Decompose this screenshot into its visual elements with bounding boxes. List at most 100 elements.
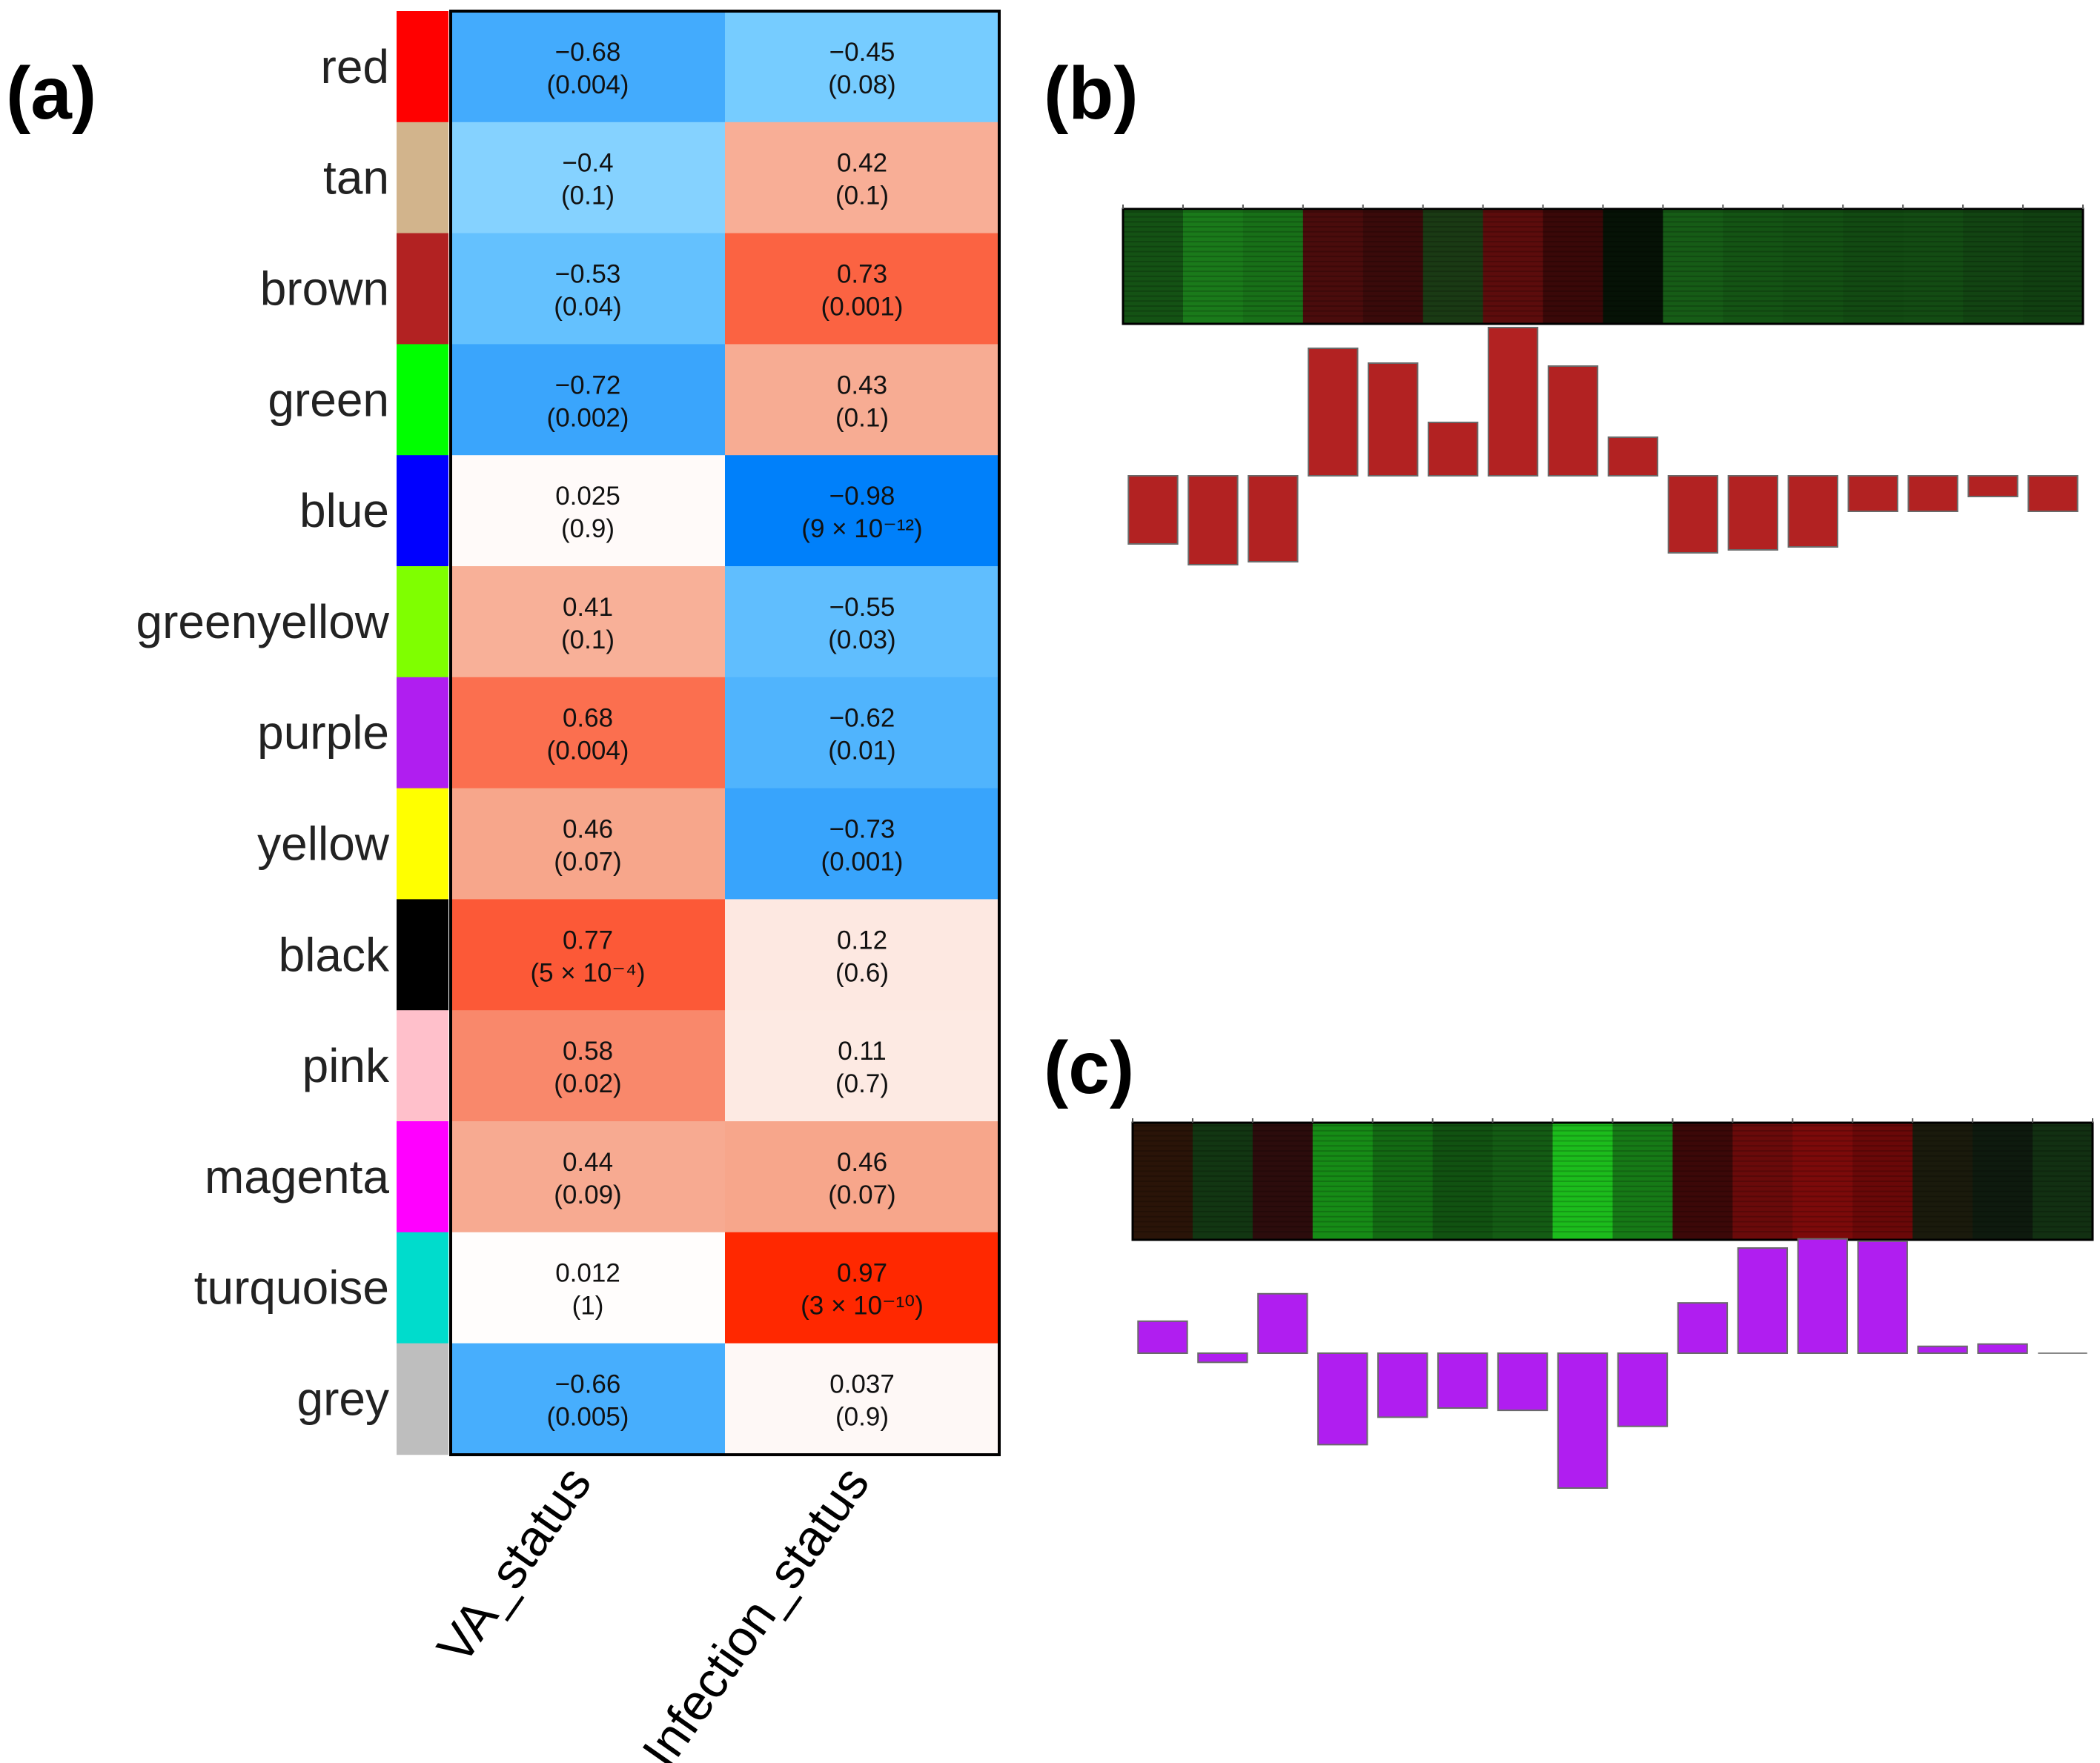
module-swatch-black [397,899,448,1011]
heatmap-sample-column [1963,209,2024,324]
cell-pvalue: (0.005) [547,1403,629,1432]
cell-pvalue: (0.03) [828,625,895,654]
module-label-green: green [268,373,389,426]
heatmap-cell-purple-Infection_status [725,677,999,789]
module-label-purple: purple [257,706,389,760]
module-swatch-pink [397,1010,448,1122]
cell-pvalue: (0.002) [547,403,629,432]
panel-label-a: (a) [6,52,96,135]
brown-expression-heatmap [1122,205,2084,325]
cell-correlation: 0.97 [837,1259,887,1288]
heatmap-cell-pink-VA_status [451,1010,725,1122]
heatmap-cell-black-VA_status [451,899,725,1011]
heatmap-cell-pink-Infection_status [725,1010,999,1122]
cell-pvalue: (0.01) [828,737,895,766]
heatmap-cell-brown-Infection_status [725,233,999,345]
eigengene-bar [1547,365,1599,477]
heatmap-cell-purple-VA_status [451,677,725,789]
cell-correlation: 0.44 [563,1148,613,1177]
eigengene-bar [1308,348,1359,477]
eigengene-bar [1917,1345,1968,1354]
heatmap-sample-column [1663,209,1723,324]
cell-correlation: −0.45 [829,38,895,67]
correlation-heatmap: −0.68 (0.004) −0.45 (0.08) −0.4 (0.1) 0.42 (0.1… [451,11,999,1455]
module-labels: red tan brown green blue greenyellow purple yel… [136,40,390,1426]
heatmap-sample-column [2023,209,2084,324]
cell-pvalue: (3 × 10⁻¹⁰) [801,1292,924,1321]
cell-pvalue: (0.1) [561,182,615,210]
eigengene-bar [1857,1240,1908,1354]
eigengene-bar [1437,1352,1488,1410]
eigengene-bar [1377,1352,1428,1418]
cell-correlation: 0.11 [838,1037,887,1066]
heatmap-cell-black-Infection_status [725,899,999,1011]
module-swatch-green [397,344,448,456]
panel-label-c: (c) [1044,1026,1134,1109]
cell-correlation: −0.68 [555,38,621,67]
heatmap-sample-column [1182,209,1244,324]
eigengene-bar [1427,422,1479,477]
heatmap-sample-column [1843,209,1904,324]
cell-correlation: 0.58 [563,1037,613,1066]
heatmap-sample-column [1123,209,1184,324]
heatmap-cell-magenta-Infection_status [725,1121,999,1233]
heatmap-sample-column [1362,209,1424,324]
heatmap-cell-yellow-Infection_status [725,788,999,900]
heatmap-sample-column [1192,1123,1253,1240]
eigengene-bar [1967,475,2018,497]
cell-pvalue: (0.004) [547,737,629,766]
cell-pvalue: (0.1) [561,625,615,654]
module-swatch-brown [397,233,448,345]
eigengene-bar [1487,327,1539,477]
heatmap-sample-column [1492,1123,1554,1240]
module-label-red: red [321,40,390,93]
module-swatch-greenyellow [397,566,448,678]
module-swatch-red [397,11,448,123]
module-label-magenta: magenta [205,1150,389,1203]
column-label-VA_status: VA_status [426,1456,602,1673]
eigengene-bar [1977,1343,2028,1354]
cell-pvalue: (0.04) [554,293,621,322]
heatmap-sample-column [1603,209,1664,324]
module-swatch-purple [397,677,448,789]
module-label-greenyellow: greenyellow [136,595,389,648]
heatmap-cell-grey-VA_status [451,1343,725,1455]
heatmap-sample-column [1792,1123,1853,1240]
cell-correlation: −0.98 [829,482,895,511]
cell-correlation: 0.68 [563,704,613,733]
heatmap-sample-column [1432,1123,1494,1240]
cell-pvalue: (5 × 10⁻⁴) [530,958,645,987]
heatmap-cell-magenta-VA_status [451,1121,725,1233]
purple-expression-heatmap [1131,1118,2094,1241]
heatmap-sample-column [1312,1123,1374,1240]
heatmap-sample-column [1973,1123,2033,1240]
module-label-black: black [279,928,390,981]
cell-correlation: −0.66 [555,1370,621,1399]
heatmap-cell-blue-Infection_status [725,455,999,567]
cell-pvalue: (0.004) [547,70,629,99]
eigengene-bar [1847,475,1898,512]
heatmap-sample-column [1732,1123,1793,1240]
module-label-grey: grey [297,1372,390,1426]
eigengene-bar [1137,1320,1188,1355]
heatmap-cell-grey-Infection_status [725,1343,999,1455]
eigengene-bar [1197,1352,1248,1364]
heatmap-sample-column [1422,209,1484,324]
heatmap-sample-column [1912,1123,1973,1240]
eigengene-bar [1617,1352,1669,1427]
eigengene-bar [1317,1352,1368,1446]
purple-eigengene-bars [1137,1238,2087,1489]
heatmap-cell-turquoise-Infection_status [725,1232,999,1344]
module-label-tan: tan [323,151,389,205]
brown-eigengene-bars [1127,327,2079,565]
eigengene-bar [1907,475,1958,512]
eigengene-bar [1667,475,1719,554]
heatmap-sample-column [1672,1123,1733,1240]
heatmap-cell-tan-VA_status [451,122,725,234]
cell-correlation: 0.12 [837,926,887,954]
heatmap-sample-column [1612,1123,1674,1240]
eigengene-bar [2027,475,2079,512]
module-swatch-yellow [397,788,448,900]
heatmap-cell-brown-VA_status [451,233,725,345]
cell-correlation: 0.025 [555,482,620,511]
